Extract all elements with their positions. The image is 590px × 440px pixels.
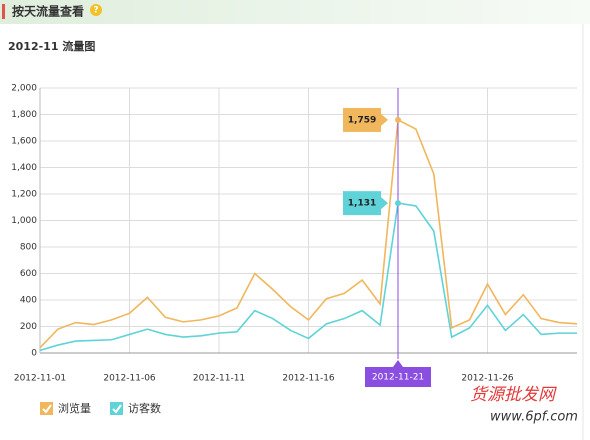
x-tick-label: 2012-11-01 [14, 374, 66, 384]
x-highlight-box [365, 367, 431, 387]
tooltip-label: 1,759 [348, 115, 376, 125]
watermark-title: 货源批发网 [470, 385, 557, 405]
y-tick-label: 800 [20, 243, 37, 253]
header-bar [0, 0, 590, 24]
help-icon-mark: ? [93, 6, 98, 16]
highlight-point [395, 200, 401, 207]
header-accent [2, 4, 5, 19]
y-tick-label: 1,200 [11, 190, 37, 200]
y-tick-label: 600 [20, 269, 37, 279]
highlight-point [395, 116, 401, 123]
legend-checkbox[interactable] [40, 402, 53, 415]
tooltip-arrow [381, 113, 388, 126]
legend-checkbox[interactable] [110, 402, 123, 415]
x-tick-label: 2012-11-26 [461, 374, 514, 384]
y-tick-label: 1,800 [11, 110, 37, 120]
y-tick-label: 200 [20, 322, 37, 332]
watermark-url: www.6pf.com [490, 410, 578, 425]
legend-label: 访客数 [128, 401, 161, 415]
header-title: 按天流量查看 [12, 4, 84, 19]
y-tick-label: 0 [31, 349, 37, 359]
x-highlight-label: 2012-11-21 [372, 373, 424, 383]
x-tick-label: 2012-11-11 [193, 374, 245, 384]
y-tick-label: 1,600 [11, 137, 37, 147]
tooltip-box [343, 107, 381, 132]
help-icon[interactable] [90, 4, 102, 16]
x-highlight-arrow [393, 360, 403, 367]
y-tick-label: 400 [20, 296, 37, 306]
x-tick-label: 2012-11-16 [282, 374, 335, 384]
y-tick-label: 2,000 [11, 84, 37, 94]
series-line [39, 118, 578, 349]
chart-title: 2012-11 流量图 [8, 39, 95, 53]
series-line [39, 202, 577, 352]
tooltip-arrow [381, 197, 388, 210]
legend-check [112, 404, 122, 414]
y-tick-label: 1,400 [11, 163, 37, 173]
tooltip-box [343, 191, 381, 216]
legend-check [42, 404, 52, 414]
tooltip-label: 1,131 [348, 199, 376, 209]
x-tick-label: 2012-11-06 [103, 374, 156, 384]
legend-label: 浏览量 [58, 401, 91, 415]
y-tick-label: 1,000 [11, 216, 37, 226]
